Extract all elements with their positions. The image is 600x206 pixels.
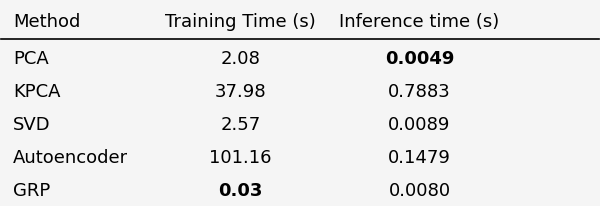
Text: 0.0089: 0.0089 (388, 116, 451, 134)
Text: Inference time (s): Inference time (s) (340, 13, 500, 31)
Text: SVD: SVD (13, 116, 51, 134)
Text: 0.1479: 0.1479 (388, 149, 451, 167)
Text: PCA: PCA (13, 50, 49, 68)
Text: 2.08: 2.08 (220, 50, 260, 68)
Text: 0.7883: 0.7883 (388, 83, 451, 101)
Text: Method: Method (13, 13, 81, 31)
Text: 101.16: 101.16 (209, 149, 272, 167)
Text: 0.0080: 0.0080 (388, 182, 451, 200)
Text: GRP: GRP (13, 182, 50, 200)
Text: 37.98: 37.98 (214, 83, 266, 101)
Text: 2.57: 2.57 (220, 116, 260, 134)
Text: Autoencoder: Autoencoder (13, 149, 128, 167)
Text: KPCA: KPCA (13, 83, 61, 101)
Text: Training Time (s): Training Time (s) (165, 13, 316, 31)
Text: 0.0049: 0.0049 (385, 50, 454, 68)
Text: 0.03: 0.03 (218, 182, 262, 200)
